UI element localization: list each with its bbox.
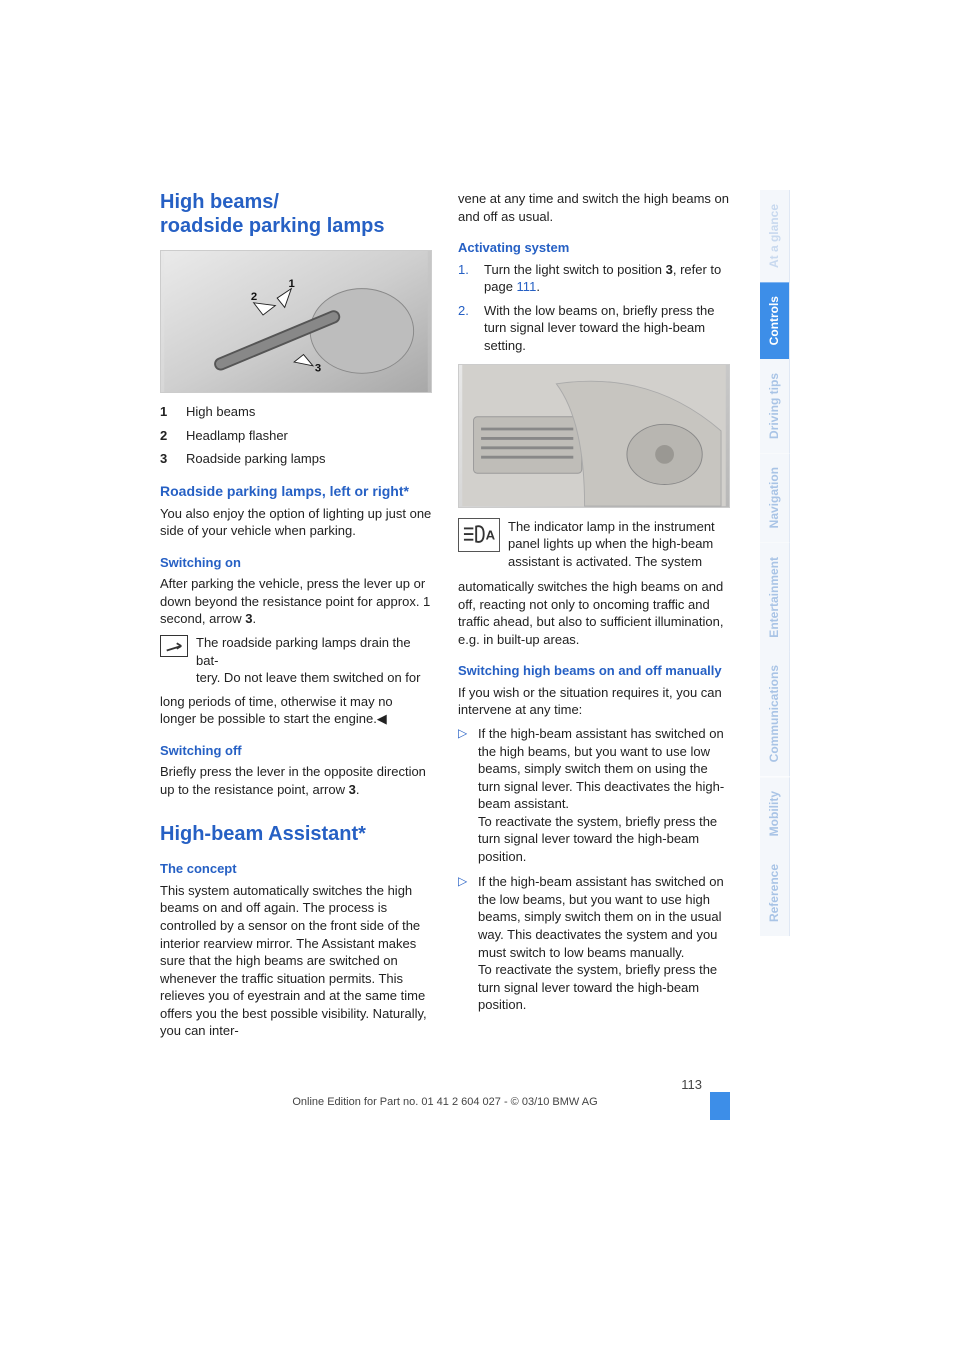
text-switching-on: After parking the vehicle, press the lev… (160, 575, 432, 628)
proc-text-1: Turn the light switch to position 3, ref… (484, 261, 730, 296)
legend-text-3: Roadside parking lamps (186, 450, 325, 468)
heading-switching-on: Switching on (160, 554, 432, 572)
ind-line3: assistant is activated. The system (508, 554, 702, 569)
note-triangle-icon (160, 635, 188, 657)
ind-rest: automatically switches the high beams on… (458, 578, 730, 648)
legend-num-3: 3 (160, 450, 172, 468)
text-continuation: vene at any time and switch the high bea… (458, 190, 730, 225)
proc-num-1: 1. (458, 261, 474, 296)
figure-dashboard (458, 364, 730, 507)
note-line2: tery. Do not leave them switched on for (196, 670, 420, 685)
bullet-2: If the high-beam assistant has switched … (458, 873, 730, 1013)
legend-text-1: High beams (186, 403, 255, 421)
legend-num-1: 1 (160, 403, 172, 421)
tab-at-a-glance[interactable]: At a glance (760, 190, 790, 282)
sidebar-tabs: At a glance Controls Driving tips Naviga… (760, 190, 790, 1046)
h1-line1: High beams/ (160, 191, 279, 213)
svg-text:2: 2 (251, 291, 257, 303)
heading-concept: The concept (160, 860, 432, 878)
heading-high-beams: High beams/ roadside parking lamps (160, 190, 432, 238)
heading-hba: High-beam Assistant* (160, 822, 432, 846)
tab-navigation[interactable]: Navigation (760, 453, 790, 542)
proc-text-2: With the low beams on, briefly press the… (484, 302, 730, 355)
tab-driving-tips[interactable]: Driving tips (760, 359, 790, 453)
heading-roadside: Roadside parking lamps, left or right* (160, 482, 432, 501)
tab-reference[interactable]: Reference (760, 850, 790, 936)
ind-line1: The indicator lamp in the instrument (508, 519, 715, 534)
tab-controls[interactable]: Controls (760, 282, 790, 359)
tab-entertainment[interactable]: Entertainment (760, 543, 790, 652)
high-beam-assist-icon: A (458, 518, 500, 552)
footer-line: Online Edition for Part no. 01 41 2 604 … (160, 1095, 730, 1110)
text-switching-off: Briefly press the lever in the opposite … (160, 763, 432, 798)
indicator-block: A The indicator lamp in the instrument p… (458, 518, 730, 571)
page-link-111[interactable]: 111 (517, 279, 537, 294)
heading-activating: Activating system (458, 239, 730, 257)
text-concept: This system automatically switches the h… (160, 882, 432, 1040)
procedure-list: 1. Turn the light switch to position 3, … (458, 261, 730, 355)
legend-text-2: Headlamp flasher (186, 427, 288, 445)
page-footer: 113 Online Edition for Part no. 01 41 2 … (0, 1046, 760, 1150)
svg-text:A: A (486, 527, 496, 542)
note-line1: The roadside parking lamps drain the bat… (196, 635, 411, 668)
tab-mobility[interactable]: Mobility (760, 777, 790, 850)
legend-num-2: 2 (160, 427, 172, 445)
bullet-1: If the high-beam assistant has switched … (458, 725, 730, 865)
note-rest: long periods of time, otherwise it may n… (160, 693, 432, 728)
note-battery: The roadside parking lamps drain the bat… (160, 634, 432, 687)
figure-legend: 1 High beams 2 Headlamp flasher 3 Roadside … (160, 403, 432, 468)
bullet-list: If the high-beam assistant has switched … (458, 725, 730, 1014)
heading-switching-off: Switching off (160, 742, 432, 760)
ind-line2: panel lights up when the high-beam (508, 536, 713, 551)
figure-stalk-diagram: 1 2 3 (160, 250, 432, 393)
text-manual-intro: If you wish or the situation requires it… (458, 684, 730, 719)
proc-num-2: 2. (458, 302, 474, 355)
text-roadside: You also enjoy the option of lighting up… (160, 505, 432, 540)
svg-text:1: 1 (288, 278, 294, 290)
svg-text:3: 3 (315, 362, 321, 374)
page-number: 113 (160, 1076, 730, 1094)
heading-manual: Switching high beams on and off manually (458, 662, 730, 680)
tab-communications[interactable]: Communications (760, 651, 790, 776)
h1-line2: roadside parking lamps (160, 215, 385, 237)
